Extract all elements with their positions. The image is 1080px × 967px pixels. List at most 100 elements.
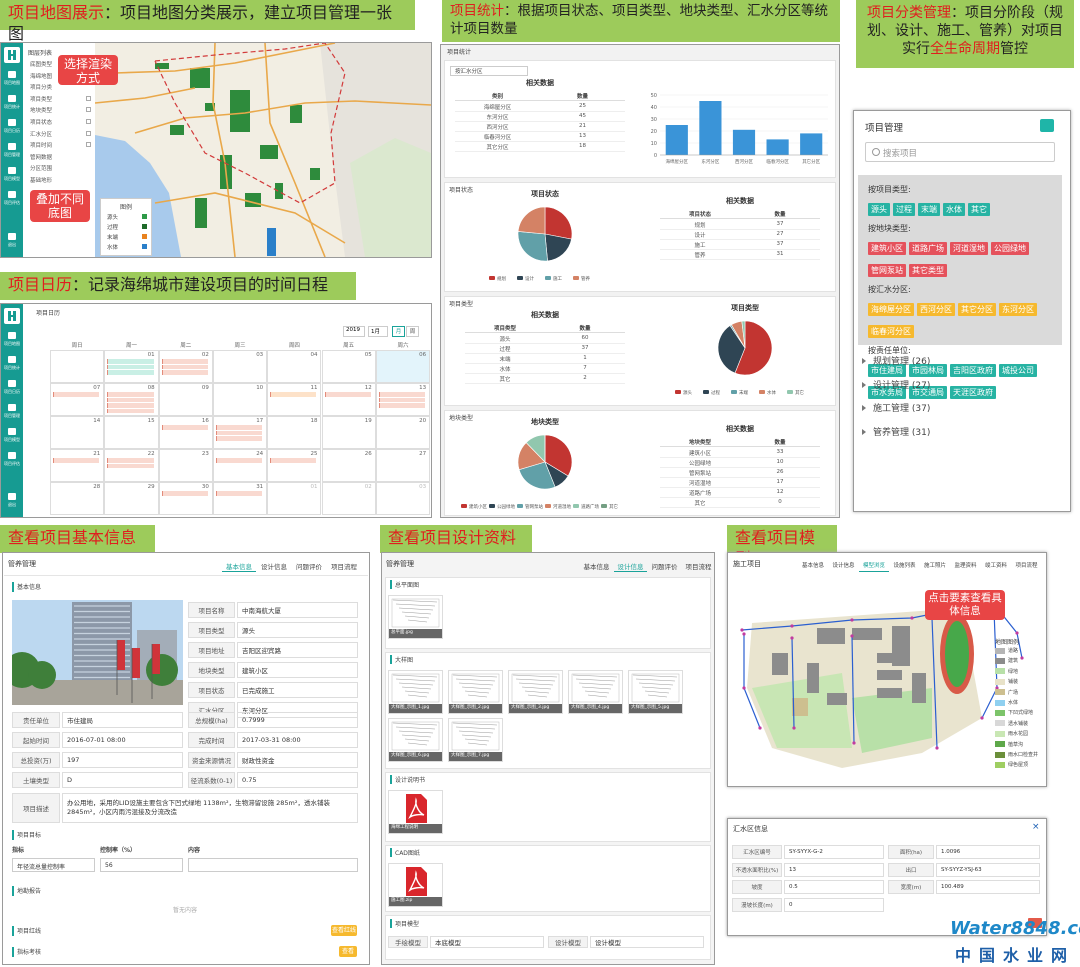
layer-check[interactable] [86,107,91,113]
tab[interactable]: 设施列表 [893,563,916,569]
calendar-event[interactable] [215,458,263,463]
filter-tag[interactable]: 其它类型 [909,264,947,277]
stage-item[interactable]: 设计管理 (27) [862,378,1042,391]
tab[interactable]: 设计信息 [261,563,287,571]
calendar-event[interactable] [107,463,154,468]
tab[interactable]: 问题评价 [651,563,678,571]
file-thumb[interactable]: 海绵工程说明 [388,790,443,834]
calendar-event[interactable] [378,403,426,408]
calendar-event[interactable] [215,436,263,441]
tab[interactable]: 项目流程 [685,563,712,571]
tab[interactable]: 基本信息 [222,561,256,572]
layer-item[interactable]: 分区范围 [30,166,53,173]
layer-check[interactable] [86,119,91,124]
layer-item[interactable]: 基础地形 [30,178,53,184]
filter-tag[interactable]: 临春河分区 [868,325,914,338]
file-thumb[interactable]: 大样图_示图_3.jpg [508,670,563,714]
tab[interactable]: 监理资料 [954,563,977,569]
action-button[interactable]: 查看红线 [331,925,357,936]
filter-tag[interactable]: 市园林局 [909,364,947,377]
tab[interactable]: 设计信息 [832,563,855,569]
file-thumb[interactable]: 大样图_示图_7.jpg [448,718,503,762]
file-thumb[interactable]: 大样图_示图_2.jpg [448,670,503,714]
calendar-event[interactable] [161,359,208,364]
view-button[interactable]: 周 [406,326,419,337]
layer-item[interactable]: 管网数据 [30,154,53,161]
calendar-event[interactable] [161,364,208,369]
filter-tag[interactable]: 西河分区 [917,303,955,316]
layer-item[interactable]: 项目状态 [30,120,53,126]
calendar-event[interactable] [378,397,426,402]
tab[interactable]: 基本信息 [583,563,610,571]
filter-tag[interactable]: 过程 [893,203,915,216]
layer-item[interactable]: 项目分类 [30,85,53,92]
view-button[interactable]: 月 [392,326,405,337]
layer-check[interactable] [86,142,91,148]
search-box[interactable]: 搜索项目 [865,142,1055,162]
filter-tag[interactable]: 末端 [918,203,940,216]
filter-tag[interactable]: 建筑小区 [868,242,906,255]
filter-tag[interactable]: 源头 [868,203,890,216]
filter-tag[interactable]: 其它分区 [958,303,996,316]
calendar-event[interactable] [270,392,317,397]
calendar-event[interactable] [161,425,208,430]
filter-button[interactable] [1040,119,1054,132]
calendar-event[interactable] [270,458,317,463]
filter-tag[interactable]: 海绵屋分区 [868,303,914,316]
layer-item[interactable]: 地块类型 [30,108,53,115]
tab[interactable]: 项目流程 [331,563,357,571]
file-thumb[interactable]: 总平面.jpg [388,595,443,639]
layer-item[interactable]: 汇水分区 [30,131,53,138]
calendar-event[interactable] [53,458,100,463]
filter-tag[interactable]: 城投公司 [999,364,1037,377]
tab[interactable]: 模型浏览 [859,561,889,572]
filter-tag[interactable]: 公园绿地 [991,242,1029,255]
year-select[interactable]: 2019 [343,326,365,337]
calendar-event[interactable] [161,370,208,375]
file-thumb[interactable]: 施工图.zip [388,863,443,907]
layer-check[interactable] [86,130,91,136]
calendar-event[interactable] [324,392,371,397]
file-thumb[interactable]: 大样图_示图_5.jpg [628,670,683,714]
filter-tag[interactable]: 其它 [968,203,990,216]
calendar-event[interactable] [107,364,154,369]
modal-button[interactable] [1028,918,1042,928]
calendar-event[interactable] [107,397,154,402]
filter-tag[interactable]: 市住建局 [868,364,906,377]
calendar-event[interactable] [107,370,154,375]
tab[interactable]: 施工照片 [923,563,946,569]
calendar-event[interactable] [107,408,154,413]
file-thumb[interactable]: 大样图_示图_1.jpg [388,670,443,714]
calendar-event[interactable] [215,425,263,430]
calendar-event[interactable] [107,392,154,397]
calendar-event[interactable] [107,359,154,364]
month-select[interactable]: 1月 [368,326,388,337]
filter-tag[interactable]: 河道湿地 [950,242,988,255]
filter-tag[interactable]: 水体 [943,203,965,216]
calendar-event[interactable] [378,392,426,397]
layer-item[interactable]: 项目时间 [30,143,53,150]
tab[interactable]: 基本信息 [801,563,824,569]
calendar-event[interactable] [215,491,263,496]
calendar-event[interactable] [53,392,100,397]
tab[interactable]: 项目流程 [1015,563,1038,569]
filter-tag[interactable]: 管网泵站 [868,264,906,277]
stage-item[interactable]: 规划管理 (26) [862,354,1042,367]
file-thumb[interactable]: 大样图_示图_6.jpg [388,718,443,762]
calendar-event[interactable] [161,491,208,496]
stage-item[interactable]: 施工管理 (37) [862,401,1042,414]
layer-item[interactable]: 项目类型 [30,96,53,103]
layer-item[interactable]: 底图类型 [30,62,53,68]
modal-close[interactable]: × [1032,822,1040,832]
stage-item[interactable]: 管养管理 (31) [862,425,1042,438]
tab[interactable]: 问题评价 [296,563,322,571]
file-thumb[interactable]: 大样图_示图_4.jpg [568,670,623,714]
layer-check[interactable] [86,95,91,101]
calendar-event[interactable] [107,403,154,408]
filter-tag[interactable]: 道路广场 [909,242,947,255]
filter-tag[interactable]: 吉阳区政府 [950,364,996,377]
tab[interactable]: 竣工资料 [984,563,1007,569]
filter-tag[interactable]: 东河分区 [999,303,1037,316]
tab[interactable]: 设计信息 [614,561,647,572]
calendar-event[interactable] [215,430,263,435]
